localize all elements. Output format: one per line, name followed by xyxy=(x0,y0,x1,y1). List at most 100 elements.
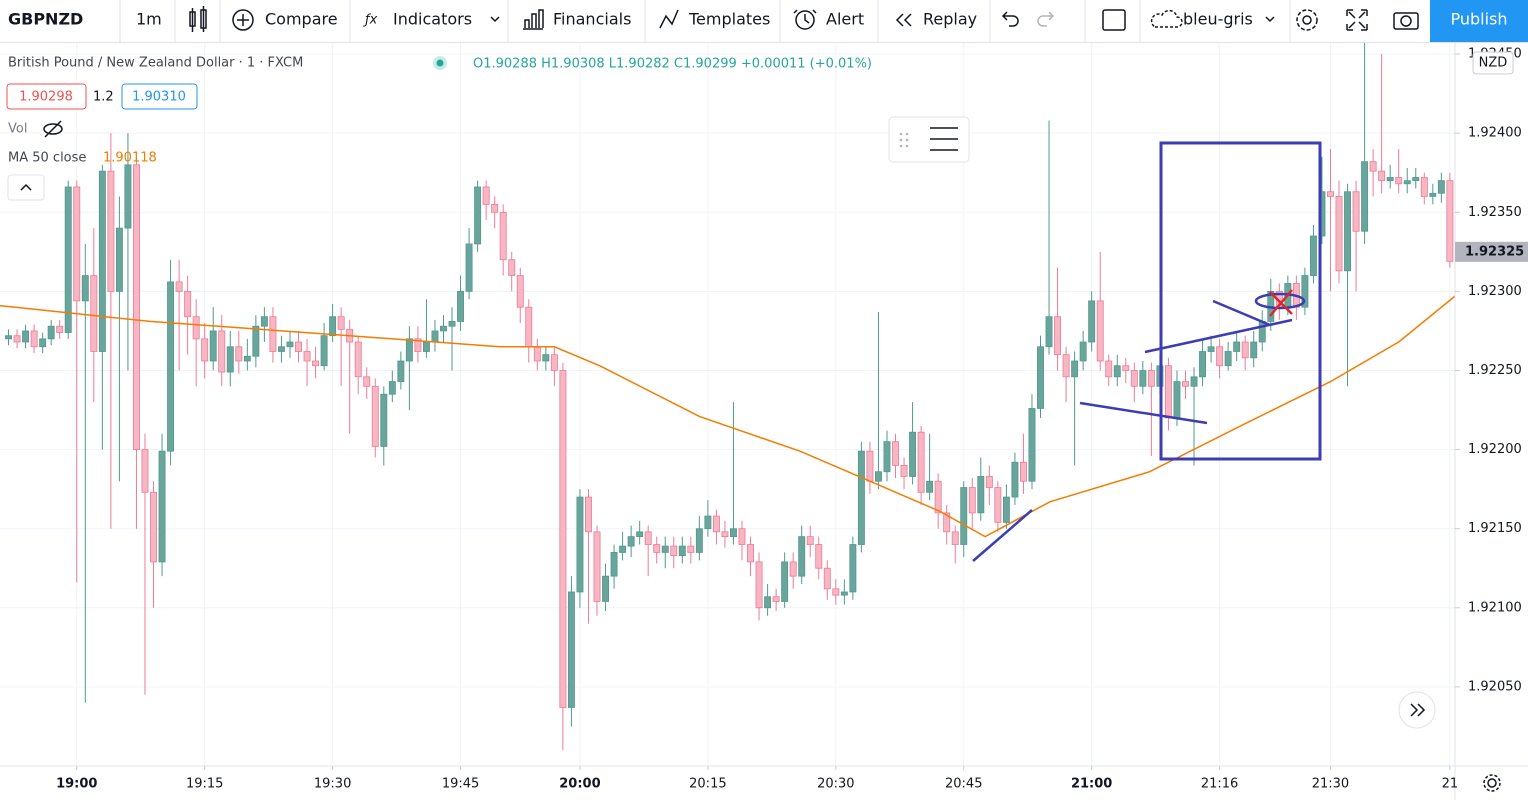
publish-button[interactable] xyxy=(1430,0,1528,42)
candle-body xyxy=(755,561,763,609)
candle-body xyxy=(559,370,567,708)
settings-icon[interactable] xyxy=(930,127,958,151)
alert[interactable]: Alert xyxy=(826,10,864,29)
trend-line xyxy=(1212,299,1271,327)
candle-body xyxy=(1233,341,1241,352)
trend-line xyxy=(972,509,1033,562)
scroll-icon xyxy=(1410,703,1426,717)
candle-body xyxy=(1403,180,1411,185)
candle-body xyxy=(158,450,166,563)
collapse-button[interactable] xyxy=(7,174,45,201)
x-tick-label: 21:00 xyxy=(1071,777,1112,792)
candle-body xyxy=(414,338,422,352)
y-tick-label: 1.92050 xyxy=(1468,679,1522,694)
legend-ohlc: O1.90288 H1.90308 L1.90282 C1.90299 +0.0… xyxy=(473,57,872,72)
candle-body xyxy=(508,259,516,276)
x-tick-label: 21:16 xyxy=(1201,777,1238,792)
undo[interactable] xyxy=(1001,11,1019,27)
candle-body xyxy=(678,545,686,556)
candle-body xyxy=(764,596,772,609)
candle-body xyxy=(1429,192,1437,197)
compare[interactable]: Compare xyxy=(265,10,338,29)
candle-body xyxy=(1199,351,1207,378)
candle-body xyxy=(738,528,746,545)
y-tick-label: 1.92100 xyxy=(1468,600,1522,615)
candle-body xyxy=(1309,235,1317,276)
financials-icon[interactable] xyxy=(523,9,544,30)
candle-body xyxy=(1096,300,1104,362)
candle-body xyxy=(226,346,234,373)
collapse-icon xyxy=(20,183,32,191)
alert-icon[interactable] xyxy=(793,9,817,30)
candle-body xyxy=(397,360,405,382)
indicators[interactable]: Indicators xyxy=(393,10,472,29)
x-tick-label: 21:30 xyxy=(1312,777,1349,792)
interval[interactable]: 1m xyxy=(136,10,162,29)
candle-body xyxy=(1019,461,1027,482)
chevron[interactable] xyxy=(1265,16,1275,23)
replay[interactable]: Replay xyxy=(923,10,977,29)
hidden-icon[interactable] xyxy=(43,120,63,138)
toolbar xyxy=(0,0,1528,42)
candle-body xyxy=(39,338,47,348)
templates[interactable]: Templates xyxy=(688,10,770,29)
candle-body xyxy=(5,335,12,340)
symbol[interactable]: GBPNZD xyxy=(8,10,83,29)
fx-icon[interactable]: ƒx xyxy=(362,13,378,28)
bid-box[interactable] xyxy=(6,83,87,110)
candle-body xyxy=(405,338,413,362)
drag-handle[interactable] xyxy=(899,132,909,148)
ask-box[interactable] xyxy=(121,83,198,110)
candle-body xyxy=(1079,341,1087,362)
ellipse-drawing xyxy=(1254,292,1306,310)
x-tick-label: 19:00 xyxy=(56,777,97,792)
candle-body xyxy=(815,544,823,569)
layout-icon[interactable] xyxy=(1102,9,1126,31)
fullscreen-icon[interactable] xyxy=(1346,9,1368,31)
templates-icon[interactable] xyxy=(659,9,679,29)
candle-body xyxy=(1147,370,1155,387)
candle-body xyxy=(431,330,439,343)
financials[interactable]: Financials xyxy=(553,10,631,29)
publish[interactable]: Publish xyxy=(1450,10,1507,29)
volume-legend: Vol xyxy=(8,122,27,137)
candle-body xyxy=(1395,177,1403,185)
candle-body xyxy=(567,591,575,708)
currency: NZD xyxy=(1479,56,1508,71)
candle-body xyxy=(874,471,882,482)
candle-body xyxy=(1352,191,1360,232)
candle-body xyxy=(482,186,490,205)
candle-body xyxy=(132,164,140,450)
candle-body xyxy=(883,441,891,473)
box-drawing xyxy=(1159,141,1322,461)
candle-icon[interactable] xyxy=(189,6,207,32)
candle-body xyxy=(47,325,55,340)
candle-body xyxy=(1028,408,1036,482)
candle-body xyxy=(644,531,652,545)
candle-body xyxy=(661,545,669,553)
snapshot-icon[interactable] xyxy=(1393,12,1419,30)
compare-icon[interactable] xyxy=(232,9,254,31)
candle-body xyxy=(721,531,729,538)
candle-body xyxy=(857,450,865,545)
currency-box[interactable] xyxy=(1472,51,1514,75)
cloud-icon[interactable] xyxy=(1150,9,1183,28)
redo[interactable] xyxy=(1037,11,1055,27)
candle-body xyxy=(1071,360,1079,378)
axis-settings[interactable] xyxy=(1483,774,1501,792)
candle-body xyxy=(167,281,175,452)
layout-name[interactable]: bleu-gris xyxy=(1183,10,1253,29)
settings-icon[interactable] xyxy=(1296,9,1318,31)
candle-body xyxy=(977,476,985,514)
candle-body xyxy=(994,487,1002,523)
chevron[interactable] xyxy=(490,16,500,23)
candle-body xyxy=(866,450,874,482)
candle-body xyxy=(576,496,584,593)
candle-body xyxy=(781,561,789,602)
y-tick-label: 1.92300 xyxy=(1468,284,1522,299)
x-tick-label: 20:00 xyxy=(559,777,600,792)
candle-body xyxy=(107,170,115,292)
replay-icon[interactable] xyxy=(895,13,912,27)
candle-body xyxy=(533,346,541,362)
candle-body xyxy=(64,186,72,333)
